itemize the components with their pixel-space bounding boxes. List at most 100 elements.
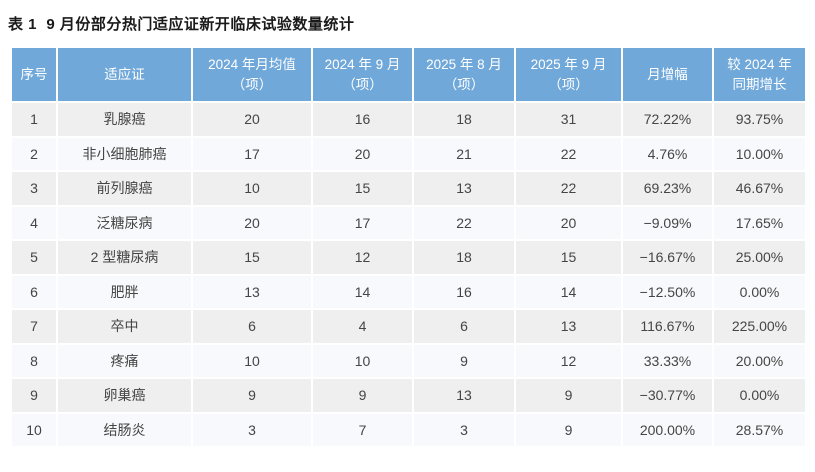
cell-mom-growth: 200.00% [621,411,714,448]
cell-2025-aug: 21 [412,135,516,172]
cell-2024-sep: 9 [311,377,414,414]
cell-serial: 8 [10,342,58,379]
cell-2024-avg: 10 [191,342,313,379]
cell-2025-sep: 22 [514,135,623,172]
cell-yoy-growth: 10.00% [712,135,807,172]
cell-serial: 4 [10,204,58,241]
cell-2025-sep: 9 [514,377,623,414]
header-label: （项） [548,76,589,92]
cell-serial: 5 [10,239,58,276]
cell-2025-aug: 22 [412,204,516,241]
cell-yoy-growth: 25.00% [712,239,807,276]
header-label: 2025 年 8 月 [426,56,502,72]
cell-2025-aug: 3 [412,411,516,448]
cell-yoy-growth: 0.00% [712,273,807,310]
col-header-2024-sep: 2024 年 9 月 （项） [311,46,414,103]
cell-serial: 6 [10,273,58,310]
header-label: 2024 年月均值 [208,56,296,72]
header-label: 月增幅 [647,66,688,82]
cell-2024-sep: 4 [311,308,414,345]
header-label: 适应证 [104,66,145,82]
cell-2024-avg: 20 [191,204,313,241]
cell-mom-growth: 72.22% [621,101,714,138]
cell-2024-avg: 10 [191,170,313,207]
cell-indication: 泛糖尿病 [56,204,193,241]
cell-mom-growth: −16.67% [621,239,714,276]
cell-2024-avg: 13 [191,273,313,310]
table-row: 3 前列腺癌 10 15 13 22 69.23% 46.67% [10,170,807,207]
cell-mom-growth: −30.77% [621,377,714,414]
header-label: 同期增长 [732,76,787,92]
header-row: 序号 适应证 2024 年月均值 （项） 2024 年 9 月 （项） 2025 年… [10,46,807,103]
cell-mom-growth: −12.50% [621,273,714,310]
cell-serial: 3 [10,170,58,207]
cell-2024-sep: 7 [311,411,414,448]
cell-2024-sep: 15 [311,170,414,207]
col-header-mom-growth: 月增幅 [621,46,714,103]
cell-mom-growth: 116.67% [621,308,714,345]
cell-2024-sep: 14 [311,273,414,310]
cell-2025-sep: 12 [514,342,623,379]
cell-2025-sep: 31 [514,101,623,138]
table-title: 表 1 9 月份部分热门适应证新开临床试验数量统计 [8,16,355,33]
table-row: 6 肥胖 13 14 16 14 −12.50% 0.00% [10,273,807,310]
table-row: 10 结肠炎 3 7 3 9 200.00% 28.57% [10,411,807,448]
cell-indication: 结肠炎 [56,411,193,448]
header-label: （项） [443,76,485,92]
cell-mom-growth: 69.23% [621,170,714,207]
cell-2024-sep: 17 [311,204,414,241]
cell-2024-sep: 20 [311,135,414,172]
header-label: （项） [342,76,383,92]
col-header-indication: 适应证 [56,46,193,103]
cell-2024-sep: 10 [311,342,414,379]
cell-2024-avg: 17 [191,135,313,172]
cell-2025-sep: 20 [514,204,623,241]
cell-mom-growth: −9.09% [621,204,714,241]
cell-yoy-growth: 28.57% [712,411,807,448]
cell-indication: 非小细胞肺癌 [56,135,193,172]
cell-2024-sep: 12 [311,239,414,276]
cell-2024-avg: 9 [191,377,313,414]
col-header-yoy-growth: 较 2024 年同期增长 [712,46,807,103]
col-header-2025-aug: 2025 年 8 月 （项） [412,46,516,103]
cell-2025-aug: 18 [412,239,516,276]
cell-mom-growth: 33.33% [621,342,714,379]
cell-yoy-growth: 20.00% [712,342,807,379]
cell-2024-avg: 3 [191,411,313,448]
cell-indication: 疼痛 [56,342,193,379]
cell-2025-aug: 18 [412,101,516,138]
cell-2025-aug: 13 [412,170,516,207]
cell-2025-sep: 13 [514,308,623,345]
cell-yoy-growth: 46.67% [712,170,807,207]
cell-yoy-growth: 225.00% [712,308,807,345]
cell-serial: 10 [10,411,58,448]
cell-indication: 乳腺癌 [56,101,193,138]
cell-yoy-growth: 0.00% [712,377,807,414]
table-row: 5 2 型糖尿病 15 12 18 15 −16.67% 25.00% [10,239,807,276]
table-row: 9 卵巢癌 9 9 13 9 −30.77% 0.00% [10,377,807,414]
col-header-2025-sep: 2025 年 9 月 （项） [514,46,623,103]
cell-serial: 9 [10,377,58,414]
cell-indication: 卒中 [56,308,193,345]
cell-2025-sep: 14 [514,273,623,310]
table-row: 1 乳腺癌 20 16 18 31 72.22% 93.75% [10,101,807,138]
cell-2024-sep: 16 [311,101,414,138]
table-row: 7 卒中 6 4 6 13 116.67% 225.00% [10,308,807,345]
header-label: 2025 年 9 月 [530,56,607,72]
table-body: 1 乳腺癌 20 16 18 31 72.22% 93.75% 2 非小细胞肺癌… [10,101,807,448]
cell-mom-growth: 4.76% [621,135,714,172]
stats-table: 序号 适应证 2024 年月均值 （项） 2024 年 9 月 （项） 2025 年… [10,46,807,448]
cell-2024-avg: 6 [191,308,313,345]
cell-yoy-growth: 17.65% [712,204,807,241]
cell-serial: 1 [10,101,58,138]
cell-2025-aug: 6 [412,308,516,345]
table-row: 2 非小细胞肺癌 17 20 21 22 4.76% 10.00% [10,135,807,172]
table-header: 序号 适应证 2024 年月均值 （项） 2024 年 9 月 （项） 2025 年… [10,46,807,103]
table-row: 8 疼痛 10 10 9 12 33.33% 20.00% [10,342,807,379]
col-header-2024-avg: 2024 年月均值 （项） [191,46,313,103]
table-row: 4 泛糖尿病 20 17 22 20 −9.09% 17.65% [10,204,807,241]
cell-indication: 卵巢癌 [56,377,193,414]
cell-2025-sep: 22 [514,170,623,207]
header-label: （项） [231,76,273,92]
